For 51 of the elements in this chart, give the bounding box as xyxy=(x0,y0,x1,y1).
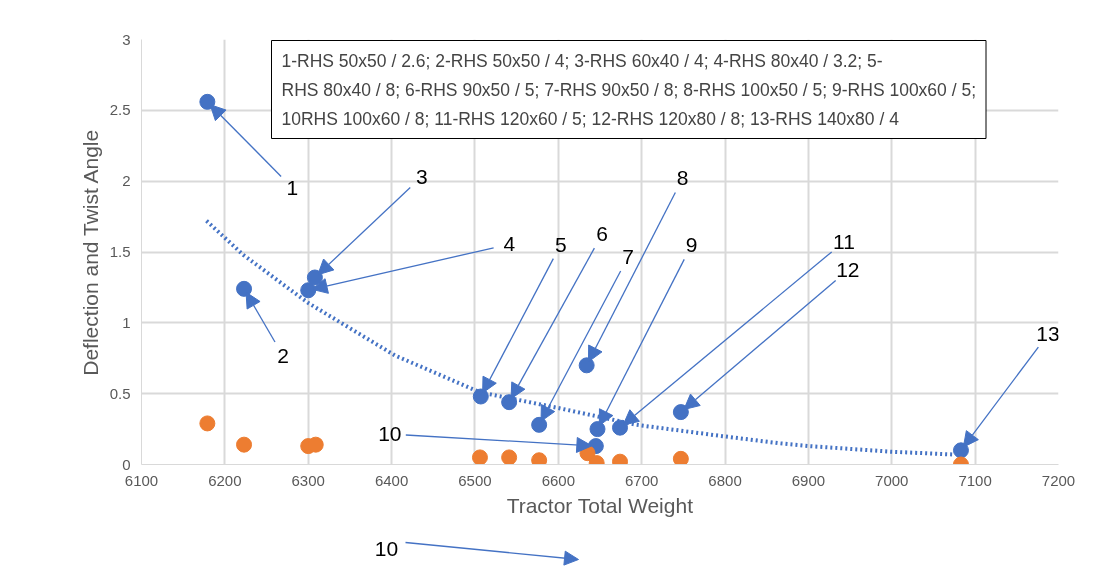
point xyxy=(952,442,969,459)
y-tick-label: 0.5 xyxy=(109,384,131,402)
x-tick-label: 7200 xyxy=(1041,471,1076,489)
point xyxy=(672,450,689,465)
annotation: 3 xyxy=(416,164,428,188)
x-tick-label: 6800 xyxy=(708,471,742,489)
annotation: 5 xyxy=(554,232,567,256)
point xyxy=(199,415,216,432)
y-tick-label: 1 xyxy=(122,313,131,331)
y-tick-label: 2.5 xyxy=(109,101,131,119)
y-tick-label: 1.5 xyxy=(109,243,131,260)
x-tick-label: 6600 xyxy=(541,471,576,489)
point xyxy=(501,449,518,465)
y-tick-label: 2 xyxy=(122,172,131,190)
point xyxy=(672,404,689,421)
x-tick-label: 6400 xyxy=(374,471,409,489)
y-tick-label: 0 xyxy=(122,455,131,473)
annotation: 6 xyxy=(596,222,608,246)
x-tick-label: 6500 xyxy=(458,471,492,489)
point xyxy=(589,421,606,438)
annotation: 12 xyxy=(836,258,860,282)
point xyxy=(199,93,216,110)
annotation: 10 xyxy=(378,422,402,446)
annotation: 4 xyxy=(503,232,516,256)
annotation: 11 xyxy=(833,229,855,253)
point xyxy=(531,452,548,465)
x-tick-label: 6700 xyxy=(625,471,659,489)
point xyxy=(531,416,548,433)
point xyxy=(236,280,253,297)
x-axis-title: Tractor Total Weight xyxy=(506,493,694,517)
point xyxy=(236,436,253,453)
annotation: 13 xyxy=(1036,322,1060,346)
x-tick-label: 6200 xyxy=(208,471,242,489)
point xyxy=(578,357,595,374)
x-tick-label: 7000 xyxy=(875,471,909,489)
annotation: 9 xyxy=(685,233,698,257)
point xyxy=(471,449,488,465)
point xyxy=(612,419,629,436)
annotation: 8 xyxy=(676,166,689,190)
x-tick-label: 7100 xyxy=(958,471,992,489)
x-tick-label: 6300 xyxy=(291,471,325,489)
y-tick-label: 3 xyxy=(122,30,131,48)
y-axis-title: Deflection and Twist Angle xyxy=(78,129,102,376)
annotation: 1-RHS 50x50 / 2.6; 2-RHS 50x50 / 4; 3-RHS 60x40 / 4; 4-RHS 80x40 / 3.2; 5- RHS 80x40 / 8; 6-RHS 90x50 / 5; 7-RHS 90x50 / 8; 8-RHS 100x50 / 5; 9-RHS 100x60 / 5; 10RHS 100x60 / 8; 11-RHS 120x60 / 5; 12-RHS 120x80 / 8; 13-RHS 140x80 / 4 xyxy=(281,50,977,129)
annotation: 1 xyxy=(286,175,299,199)
annotation: 2 xyxy=(277,343,289,367)
x-tick-label: 6900 xyxy=(791,471,826,489)
x-tick-label: 6100 xyxy=(124,471,159,489)
annotation: 7 xyxy=(622,244,634,268)
point xyxy=(300,282,317,299)
text: 10 xyxy=(374,536,399,560)
